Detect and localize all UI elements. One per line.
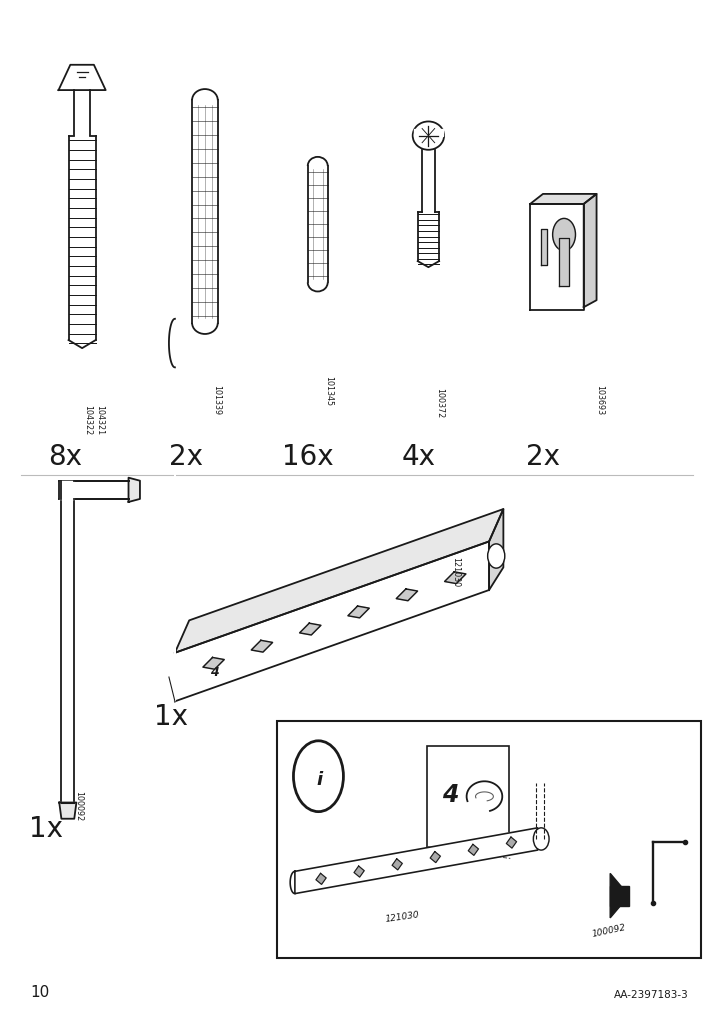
Polygon shape <box>300 624 321 635</box>
Text: 4: 4 <box>210 666 218 678</box>
Polygon shape <box>69 147 96 155</box>
Polygon shape <box>414 129 443 136</box>
Circle shape <box>553 219 575 252</box>
Polygon shape <box>610 874 629 918</box>
Text: 100092: 100092 <box>74 791 83 821</box>
Text: 100092: 100092 <box>591 922 627 938</box>
Text: AA-2397183-3: AA-2397183-3 <box>614 989 689 999</box>
Text: 100372: 100372 <box>436 387 444 418</box>
Text: 101345: 101345 <box>325 376 333 406</box>
Polygon shape <box>354 866 364 878</box>
Polygon shape <box>69 253 96 261</box>
Text: 121030: 121030 <box>451 556 460 586</box>
Polygon shape <box>69 310 96 318</box>
Text: 1x: 1x <box>154 703 188 731</box>
Polygon shape <box>69 213 96 221</box>
Polygon shape <box>59 481 129 499</box>
Polygon shape <box>530 204 584 311</box>
Circle shape <box>488 544 505 568</box>
Circle shape <box>533 828 549 850</box>
Polygon shape <box>584 195 597 308</box>
Polygon shape <box>69 330 96 338</box>
Polygon shape <box>308 167 328 283</box>
Polygon shape <box>69 319 96 328</box>
Polygon shape <box>175 542 489 702</box>
Polygon shape <box>69 223 96 232</box>
Polygon shape <box>610 886 629 906</box>
Polygon shape <box>129 478 140 502</box>
Polygon shape <box>69 175 96 183</box>
Bar <box>427 746 509 847</box>
Polygon shape <box>69 262 96 270</box>
Polygon shape <box>541 231 547 265</box>
Polygon shape <box>61 481 74 819</box>
Polygon shape <box>560 239 568 287</box>
Text: 4x: 4x <box>401 443 436 471</box>
Polygon shape <box>396 589 418 602</box>
Text: 16x: 16x <box>282 443 333 471</box>
Polygon shape <box>69 291 96 299</box>
Text: 121030: 121030 <box>384 909 420 923</box>
Polygon shape <box>69 166 96 174</box>
Polygon shape <box>431 851 441 862</box>
Polygon shape <box>251 641 273 652</box>
Polygon shape <box>69 185 96 193</box>
Polygon shape <box>69 339 96 348</box>
Text: i: i <box>316 770 322 789</box>
Bar <box>277 721 701 958</box>
Text: 10: 10 <box>30 984 49 999</box>
Polygon shape <box>295 828 538 894</box>
Polygon shape <box>69 243 96 251</box>
Polygon shape <box>69 194 96 202</box>
Text: 104321
104322: 104321 104322 <box>83 404 104 435</box>
Polygon shape <box>530 195 597 204</box>
Polygon shape <box>74 91 90 136</box>
Polygon shape <box>489 510 503 590</box>
Polygon shape <box>392 859 402 870</box>
Polygon shape <box>69 204 96 212</box>
Polygon shape <box>175 510 503 653</box>
Polygon shape <box>203 658 224 669</box>
Polygon shape <box>69 233 96 242</box>
Polygon shape <box>468 844 478 855</box>
Polygon shape <box>69 156 96 164</box>
Polygon shape <box>59 481 74 499</box>
Text: 2x: 2x <box>169 443 203 471</box>
Text: 1x: 1x <box>29 814 63 842</box>
Polygon shape <box>192 101 218 324</box>
Text: 8x: 8x <box>49 443 83 471</box>
Polygon shape <box>69 281 96 289</box>
Polygon shape <box>69 136 96 145</box>
Polygon shape <box>445 572 466 584</box>
Polygon shape <box>59 803 76 819</box>
Polygon shape <box>506 837 516 848</box>
Polygon shape <box>348 607 369 619</box>
Text: 101339: 101339 <box>212 384 221 415</box>
Polygon shape <box>422 151 435 212</box>
Polygon shape <box>316 874 326 885</box>
Polygon shape <box>59 66 106 91</box>
Text: 2x: 2x <box>526 443 560 471</box>
Text: 103693: 103693 <box>595 384 604 415</box>
Polygon shape <box>169 319 175 702</box>
Polygon shape <box>69 272 96 280</box>
Polygon shape <box>69 300 96 308</box>
Text: 4: 4 <box>442 783 458 807</box>
